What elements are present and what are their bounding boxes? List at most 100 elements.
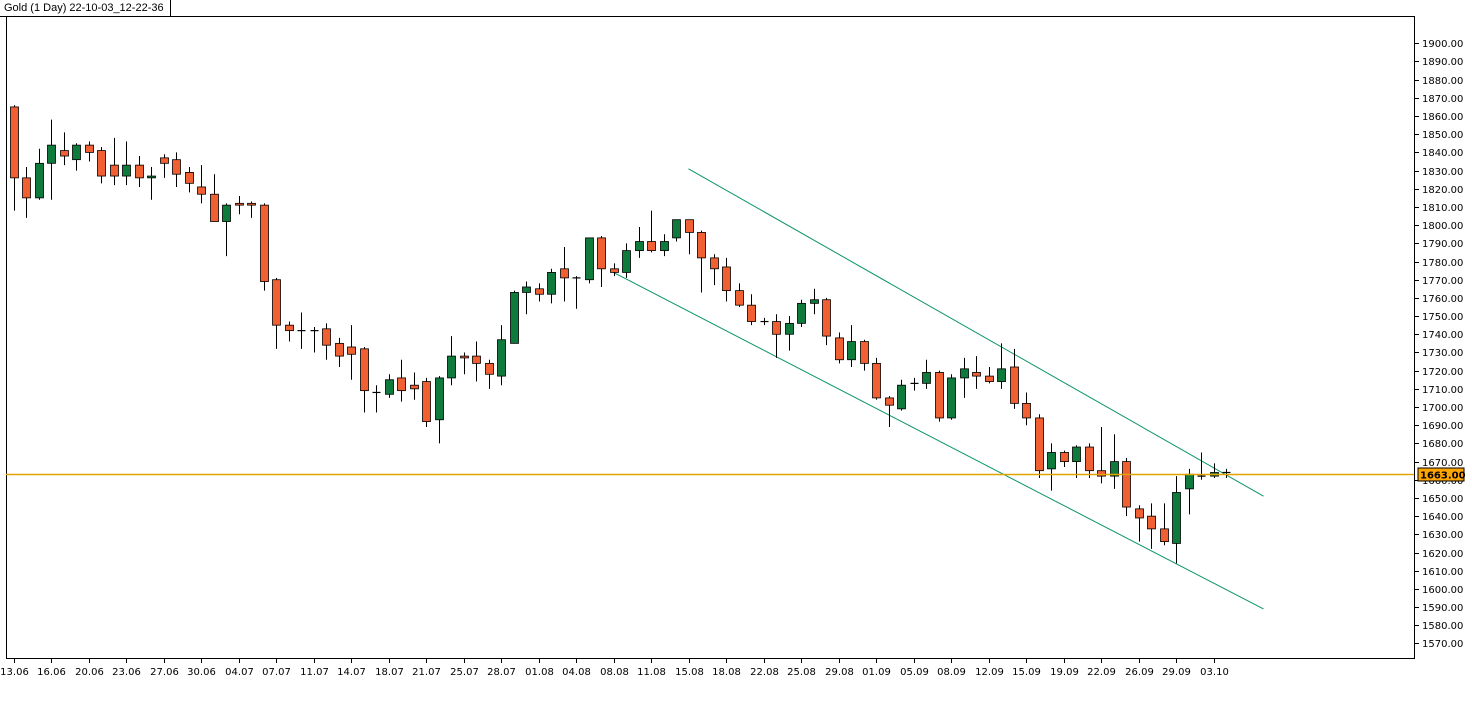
y-axis: 1570.00 1580.00 1590.00 1600.00 1610.00 1620.… bbox=[1414, 39, 1463, 650]
candle-body bbox=[772, 321, 781, 335]
candle-body bbox=[472, 355, 481, 364]
x-tick-label: 28.07 bbox=[487, 667, 516, 678]
candle-body bbox=[35, 162, 44, 199]
candle-body bbox=[1047, 452, 1056, 470]
y-tick-label: 1810.00 bbox=[1422, 203, 1463, 214]
candle-body bbox=[697, 232, 706, 259]
candle-body bbox=[160, 157, 169, 164]
candle-body bbox=[1085, 446, 1094, 472]
candle-body bbox=[710, 257, 719, 270]
candle-body bbox=[997, 368, 1006, 382]
candle bbox=[697, 230, 706, 293]
candle-body bbox=[110, 164, 119, 177]
y-tick-label: 1710.00 bbox=[1422, 385, 1463, 396]
candle-body bbox=[172, 159, 181, 175]
candle bbox=[897, 379, 906, 411]
x-tick-label: 12.09 bbox=[975, 667, 1004, 678]
candle bbox=[60, 132, 69, 166]
candle-body bbox=[1172, 492, 1181, 544]
y-tick-label: 1750.00 bbox=[1422, 312, 1463, 323]
y-tick-label: 1640.00 bbox=[1422, 512, 1463, 523]
candle-body bbox=[972, 372, 981, 377]
candle bbox=[322, 323, 331, 360]
candle bbox=[710, 254, 719, 286]
y-tick-label: 1630.00 bbox=[1422, 530, 1463, 541]
candle bbox=[35, 148, 44, 200]
candle bbox=[1060, 450, 1069, 468]
candle bbox=[1085, 443, 1094, 478]
x-tick-label: 14.07 bbox=[337, 667, 366, 678]
candle-body bbox=[335, 342, 344, 357]
candle-body bbox=[1010, 366, 1019, 404]
y-tick-label: 1610.00 bbox=[1422, 567, 1463, 578]
candle-body bbox=[135, 164, 144, 179]
candle-body bbox=[960, 368, 969, 379]
y-tick-label: 1760.00 bbox=[1422, 294, 1463, 305]
candle bbox=[585, 237, 594, 284]
y-tick-label: 1790.00 bbox=[1422, 239, 1463, 250]
candle-body bbox=[85, 144, 94, 153]
candle-body bbox=[585, 237, 594, 281]
candle-body bbox=[847, 341, 856, 361]
y-tick-label: 1570.00 bbox=[1422, 639, 1463, 650]
candle bbox=[660, 234, 669, 257]
candle bbox=[10, 105, 19, 211]
chart-title: Gold (1 Day) 22-10-03_12-22-36 bbox=[0, 0, 171, 17]
candle-body bbox=[647, 241, 656, 252]
candle-body bbox=[147, 175, 156, 179]
y-tick-label: 1680.00 bbox=[1422, 439, 1463, 450]
candle bbox=[222, 203, 231, 257]
candle bbox=[435, 376, 444, 444]
candle-body bbox=[810, 299, 819, 304]
candle bbox=[647, 210, 656, 253]
x-tick-label: 01.08 bbox=[525, 667, 554, 678]
candle bbox=[85, 141, 94, 162]
candle bbox=[97, 146, 106, 184]
candle bbox=[872, 357, 881, 400]
candle-body bbox=[397, 377, 406, 392]
candle bbox=[597, 236, 606, 287]
candle-body bbox=[1035, 417, 1044, 472]
candle-body bbox=[72, 144, 81, 161]
candle-body bbox=[622, 250, 631, 273]
candle bbox=[510, 290, 519, 344]
x-tick-label: 19.09 bbox=[1050, 667, 1079, 678]
candle-body bbox=[10, 106, 19, 179]
candle bbox=[685, 219, 694, 255]
y-tick-label: 1780.00 bbox=[1422, 258, 1463, 269]
candle bbox=[485, 359, 494, 389]
candle bbox=[735, 283, 744, 307]
candle bbox=[1147, 503, 1156, 549]
candle bbox=[272, 277, 281, 349]
candle-body bbox=[922, 372, 931, 384]
candle-body bbox=[1122, 461, 1131, 508]
candle bbox=[285, 321, 294, 342]
x-tick-label: 25.08 bbox=[787, 667, 816, 678]
x-tick-label: 01.09 bbox=[862, 667, 891, 678]
y-tick-label: 1730.00 bbox=[1422, 348, 1463, 359]
x-tick-label: 26.09 bbox=[1125, 667, 1154, 678]
candle bbox=[210, 174, 219, 222]
candle-body bbox=[485, 362, 494, 375]
current-price-label: 1663.00 bbox=[1420, 471, 1466, 482]
y-tick-label: 1670.00 bbox=[1422, 458, 1463, 469]
candle bbox=[985, 367, 994, 384]
y-tick-label: 1800.00 bbox=[1422, 221, 1463, 232]
candle-body bbox=[347, 346, 356, 355]
candle-body bbox=[435, 377, 444, 421]
y-tick-label: 1590.00 bbox=[1422, 603, 1463, 614]
x-tick-label: 23.06 bbox=[112, 667, 141, 678]
candle-body bbox=[385, 379, 394, 395]
candle bbox=[360, 347, 369, 413]
x-axis: 13.06 16.06 20.06 23.06 27.06 30.06 04.07 07.07… bbox=[0, 658, 1229, 678]
candle bbox=[972, 356, 981, 389]
candle bbox=[1135, 505, 1144, 542]
candle bbox=[822, 297, 831, 346]
candle bbox=[185, 166, 194, 193]
candle-body bbox=[672, 219, 681, 239]
candle-body bbox=[860, 341, 869, 364]
candle bbox=[572, 276, 581, 309]
candle bbox=[422, 377, 431, 428]
